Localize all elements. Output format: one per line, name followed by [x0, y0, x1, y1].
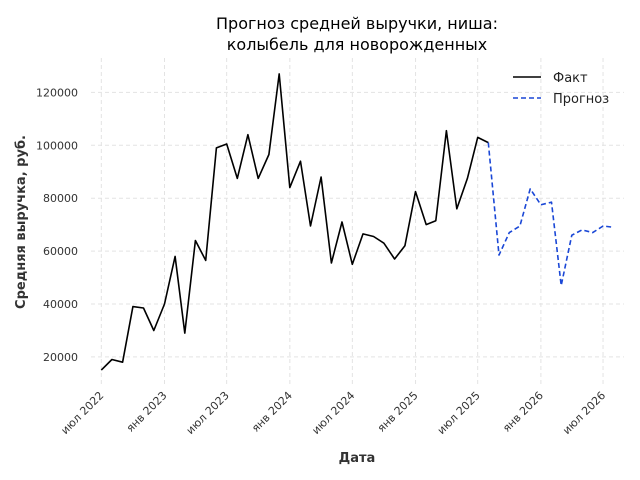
- y-tick-label: 40000: [43, 298, 78, 311]
- x-tick-label: янв 2026: [500, 389, 546, 435]
- chart-title-line-1: Прогноз средней выручки, ниша:: [216, 14, 498, 33]
- fact-series-line: [100, 73, 489, 371]
- series-layer: [100, 73, 614, 371]
- y-tick-label: 120000: [36, 86, 78, 99]
- y-tick-label: 80000: [43, 192, 78, 205]
- chart-title-line-2: колыбель для новорожденных: [227, 35, 488, 54]
- x-tick-label: июл 2022: [58, 389, 106, 437]
- grid: [91, 58, 624, 386]
- y-tick-label: 100000: [36, 139, 78, 152]
- y-tick-label: 20000: [43, 351, 78, 364]
- legend: Факт Прогноз: [513, 71, 609, 107]
- x-tick-label: июл 2026: [560, 389, 608, 437]
- x-tick-label: янв 2025: [375, 389, 421, 435]
- legend-label-forecast: Прогноз: [553, 92, 609, 107]
- y-axis-label: Средняя выручка, руб.: [14, 135, 29, 309]
- x-axis-label: Дата: [339, 451, 376, 466]
- forecast-series-line: [487, 142, 614, 287]
- x-tick-labels: июл 2022 янв 2023 июл 2023 янв 2024 июл 2024…: [58, 389, 608, 437]
- x-tick-label: янв 2023: [124, 389, 170, 435]
- y-tick-labels: 20000 40000 60000 80000 100000 120000: [36, 86, 78, 364]
- y-tick-label: 60000: [43, 245, 78, 258]
- x-tick-label: июл 2023: [184, 389, 232, 437]
- legend-label-fact: Факт: [553, 71, 588, 86]
- x-tick-label: июл 2024: [309, 389, 357, 437]
- x-tick-label: июл 2025: [435, 389, 483, 437]
- x-tick-label: янв 2024: [249, 389, 295, 435]
